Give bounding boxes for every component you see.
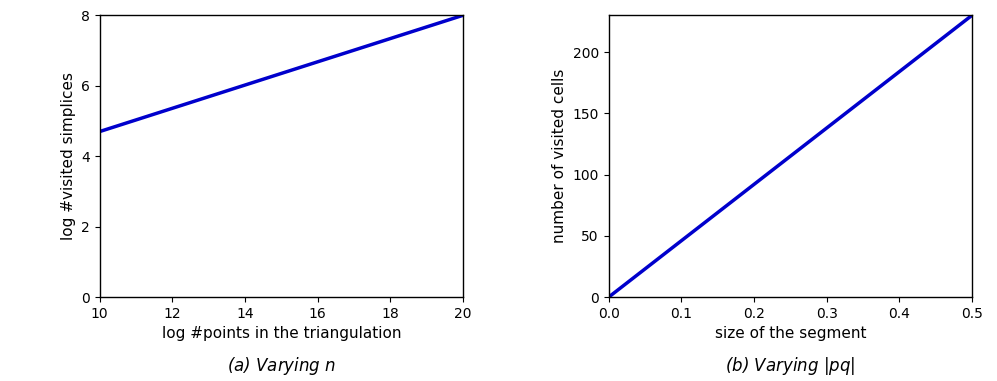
X-axis label: size of the segment: size of the segment	[715, 327, 866, 341]
X-axis label: log #points in the triangulation: log #points in the triangulation	[162, 327, 401, 341]
Text: (a) Varying $n$: (a) Varying $n$	[227, 355, 336, 377]
Text: (b) Varying $|pq|$: (b) Varying $|pq|$	[725, 355, 855, 377]
Y-axis label: number of visited cells: number of visited cells	[552, 69, 567, 243]
Y-axis label: log #visited simplices: log #visited simplices	[61, 72, 76, 240]
